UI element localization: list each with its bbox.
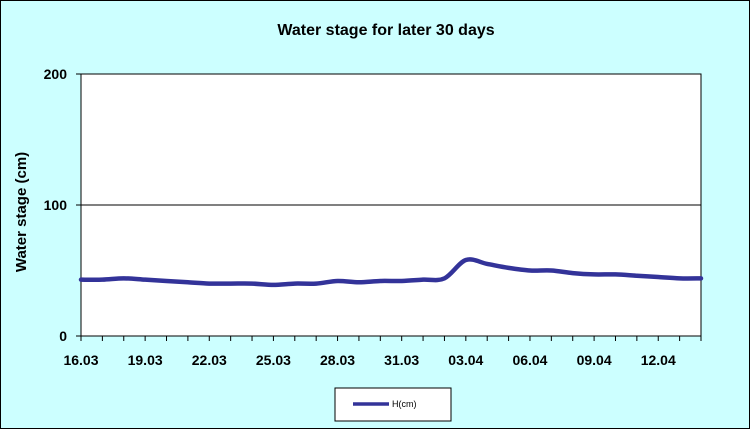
y-tick-label: 200 [44, 66, 68, 82]
x-tick-label: 09.04 [577, 352, 612, 368]
y-axis-ticks: 0 100 200 [44, 66, 81, 344]
x-tick-label: 31.03 [384, 352, 419, 368]
chart-title: Water stage for later 30 days [277, 22, 494, 39]
x-axis-ticks: 16.03 19.03 22.03 25.03 28.03 31.03 03.04 06.04… [63, 336, 702, 368]
series-group [78, 257, 704, 288]
x-tick-label: 22.03 [192, 352, 227, 368]
series-line-h-cm [78, 257, 704, 288]
legend: H(cm) [334, 387, 452, 422]
x-tick-label: 28.03 [320, 352, 355, 368]
x-tick-label: 03.04 [448, 352, 483, 368]
x-tick-label: 19.03 [128, 352, 163, 368]
x-tick-label: 06.04 [512, 352, 547, 368]
y-tick-label: 0 [59, 328, 67, 344]
y-axis-label: Water stage (cm) [13, 152, 30, 272]
legend-label: H(cm) [392, 399, 417, 409]
x-tick-label: 25.03 [256, 352, 291, 368]
y-tick-label: 100 [44, 197, 68, 213]
x-tick-label: 12.04 [641, 352, 676, 368]
x-tick-label: 16.03 [63, 352, 98, 368]
